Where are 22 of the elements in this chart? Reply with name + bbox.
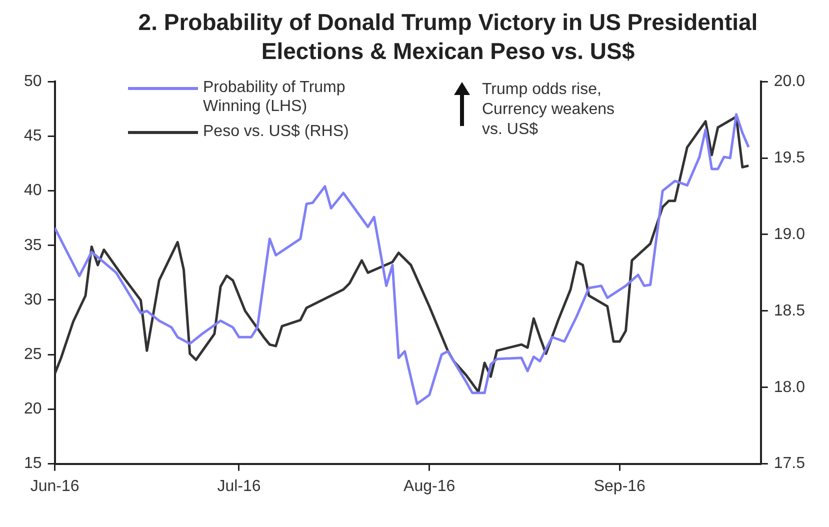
y2-tick-label: 20.0 xyxy=(774,73,806,90)
y2-tick-label: 18.0 xyxy=(774,378,806,396)
y-tick-label: 25 xyxy=(24,346,42,364)
y2-tick-label: 17.5 xyxy=(774,455,806,472)
y2-tick-label: 18.5 xyxy=(774,302,806,320)
y2-tick-label: 19.0 xyxy=(774,226,806,243)
y-tick-label: 40 xyxy=(24,182,42,200)
legend-label: Peso vs. US$ (RHS) xyxy=(203,122,349,141)
x-tick-label: Sep-16 xyxy=(594,478,646,495)
y2-tick-label: 19.5 xyxy=(774,149,806,166)
x-tick-label: Jul-16 xyxy=(217,478,261,495)
y-tick-label: 45 xyxy=(24,128,42,145)
y-tick-label: 50 xyxy=(24,73,42,90)
chart-title: 2. Probability of Donald Trump Victory in US Presidential Elections & Mexican Peso vs. US$ xyxy=(137,8,759,66)
x-tick-label: Aug-16 xyxy=(404,478,456,495)
y-tick-label: 30 xyxy=(24,291,42,308)
y-tick-label: 15 xyxy=(24,455,42,472)
y-tick-label: 20 xyxy=(24,400,42,418)
legend-label: Probability of Trump Winning (LHS) xyxy=(203,78,346,116)
annotation: Trump odds rise, Currency weakens vs. US$ xyxy=(482,80,616,140)
x-tick-label: Jun-16 xyxy=(30,478,80,495)
y-tick-label: 35 xyxy=(24,236,42,254)
